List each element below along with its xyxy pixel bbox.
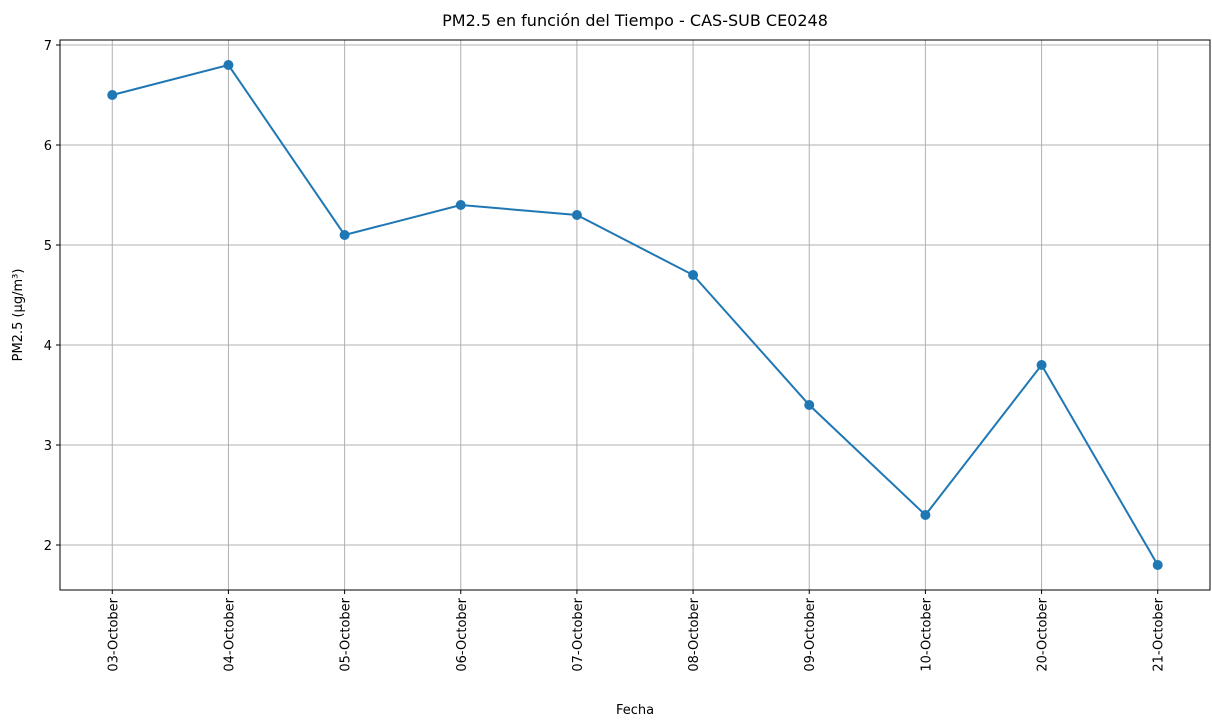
point — [107, 90, 118, 100]
y-tick-label: 5 — [44, 239, 52, 254]
x-tick-label: 10-October — [919, 597, 934, 671]
point — [1152, 560, 1163, 570]
x-tick-label: 05-October — [339, 597, 354, 671]
x-tick-label: 04-October — [222, 597, 237, 671]
x-tick-label: 09-October — [803, 597, 818, 671]
x-tick-label: 21-October — [1152, 597, 1167, 671]
x-tick-label: 06-October — [455, 597, 470, 671]
y-tick-label: 4 — [44, 339, 52, 354]
x-tick-label: 07-October — [571, 597, 586, 671]
point — [339, 230, 350, 240]
point — [804, 400, 815, 410]
y-tick-label: 7 — [44, 39, 52, 54]
y-tick-label: 3 — [44, 439, 52, 454]
point — [223, 60, 234, 70]
y-tick-label: 2 — [44, 539, 52, 554]
x-tick-label: 20-October — [1036, 597, 1051, 671]
line — [112, 63, 1159, 566]
y-tick-label: 6 — [44, 139, 52, 154]
chart-title: PM2.5 en función del Tiempo - CAS-SUB CE… — [442, 11, 828, 30]
point — [688, 270, 699, 280]
point — [455, 200, 466, 210]
y-axis-label: PM2.5 (µg/m³) — [11, 269, 26, 362]
x-axis-label: Fecha — [616, 703, 654, 718]
point — [571, 210, 582, 220]
plot-frame — [59, 39, 1211, 591]
x-tick-label: 08-October — [687, 597, 702, 671]
x-tick-label: 03-October — [106, 597, 121, 671]
point — [1036, 360, 1047, 370]
point — [920, 510, 931, 520]
